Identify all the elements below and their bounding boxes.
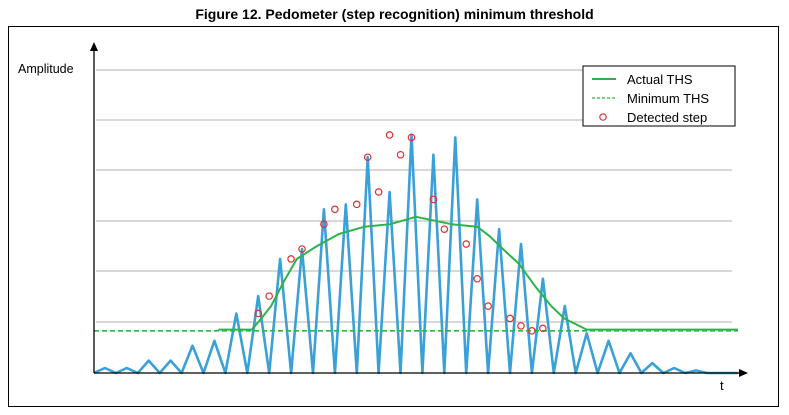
actual-ths-line — [218, 215, 738, 331]
x-axis-arrow — [739, 369, 748, 377]
detected-step-marker — [473, 274, 481, 283]
detected-step-marker — [429, 195, 438, 204]
legend-swatch-detected-step — [599, 113, 607, 121]
legend: Actual THS Minimum THS Detected step — [582, 65, 736, 127]
figure-title: Figure 12. Pedometer (step recognition) … — [195, 6, 594, 22]
detected-step-marker — [462, 240, 471, 248]
detected-step-marker — [254, 309, 263, 318]
legend-label: Detected step — [627, 110, 707, 125]
detected-step-marker — [407, 133, 416, 142]
detected-step-marker — [517, 322, 525, 330]
detected-step-marker — [363, 153, 372, 162]
y-axis-label: Amplitude — [18, 62, 74, 76]
detected-step-marker — [539, 324, 547, 333]
detected-step-marker — [298, 245, 306, 253]
y-axis-arrow — [90, 42, 98, 51]
detected-step-marker — [287, 255, 295, 263]
legend-label: Minimum THS — [627, 91, 709, 106]
detected-step-marker — [374, 188, 383, 196]
detected-step-marker — [265, 292, 273, 300]
detected-step-marker — [528, 327, 536, 335]
detected-step-marker — [320, 220, 328, 229]
detected-step-marker — [484, 302, 492, 310]
legend-label: Actual THS — [627, 72, 693, 87]
axes: Amplitude t — [18, 42, 748, 393]
detected-step-marker — [440, 225, 449, 233]
x-axis-label: t — [720, 378, 724, 393]
chart-frame — [8, 26, 779, 407]
detected-step-marker — [352, 200, 361, 209]
series-layer — [93, 131, 738, 375]
signal-series-line — [93, 133, 738, 375]
detected-step-marker — [385, 131, 394, 139]
detected-step-marker — [506, 314, 514, 323]
detected-step-marker — [396, 150, 405, 159]
detected-step-marker — [331, 205, 339, 214]
legend-box — [582, 65, 736, 127]
